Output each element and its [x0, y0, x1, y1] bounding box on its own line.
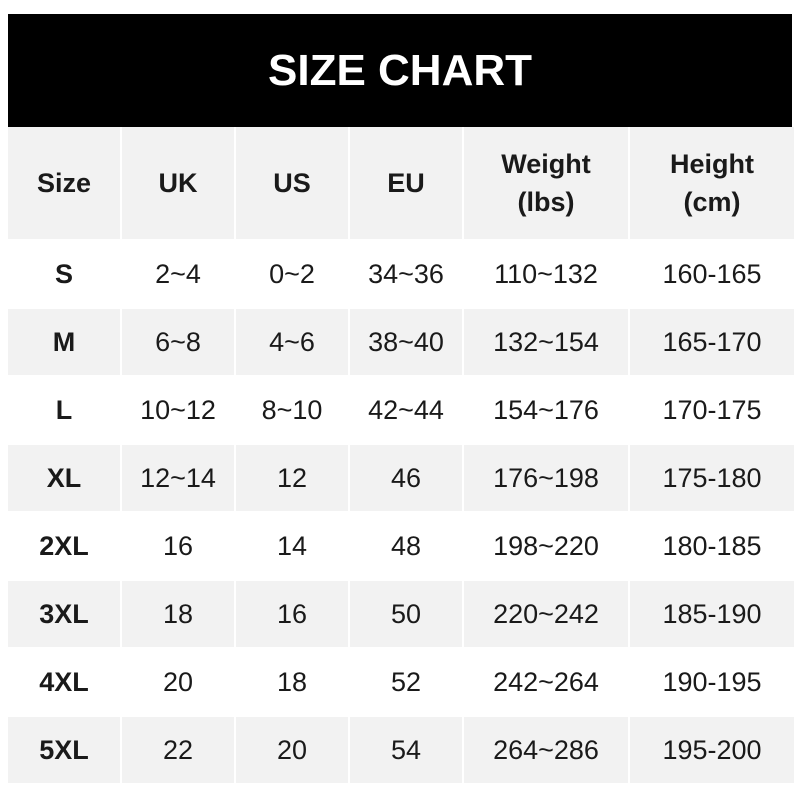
table-cell: 18: [236, 647, 348, 715]
table-cell: 54: [350, 715, 462, 783]
table-cell: 34~36: [350, 239, 462, 307]
column-header: EU: [350, 127, 462, 239]
table-cell: 16: [236, 579, 348, 647]
header-row: Size UK US EU Weight (lbs) Height (cm): [8, 127, 794, 239]
table-cell: 154~176: [464, 375, 628, 443]
table-row: L 10~12 8~10 42~44 154~176 170-175: [8, 375, 794, 443]
table-cell: 46: [350, 443, 462, 511]
table-row: 3XL 18 16 50 220~242 185-190: [8, 579, 794, 647]
table-cell: 198~220: [464, 511, 628, 579]
size-label: 4XL: [8, 647, 120, 715]
table-cell: 170-175: [630, 375, 794, 443]
column-header: Size: [8, 127, 120, 239]
table-cell: 4~6: [236, 307, 348, 375]
column-header: Height (cm): [630, 127, 794, 239]
table-cell: 50: [350, 579, 462, 647]
table-row: M 6~8 4~6 38~40 132~154 165-170: [8, 307, 794, 375]
size-label: 3XL: [8, 579, 120, 647]
table-row: 4XL 20 18 52 242~264 190-195: [8, 647, 794, 715]
column-header: Weight (lbs): [464, 127, 628, 239]
table-cell: 190-195: [630, 647, 794, 715]
table-cell: 242~264: [464, 647, 628, 715]
table-cell: 176~198: [464, 443, 628, 511]
table-cell: 8~10: [236, 375, 348, 443]
table-cell: 42~44: [350, 375, 462, 443]
table-cell: 185-190: [630, 579, 794, 647]
table-cell: 10~12: [122, 375, 234, 443]
table-cell: 195-200: [630, 715, 794, 783]
table-cell: 264~286: [464, 715, 628, 783]
column-header: UK: [122, 127, 234, 239]
table-cell: 48: [350, 511, 462, 579]
size-label: M: [8, 307, 120, 375]
table-cell: 18: [122, 579, 234, 647]
table-cell: 180-185: [630, 511, 794, 579]
size-table: Size UK US EU Weight (lbs) Height (cm) S 2~4 0~…: [6, 127, 796, 783]
table-cell: 16: [122, 511, 234, 579]
table-cell: 110~132: [464, 239, 628, 307]
size-chart: SIZE CHART Size UK US EU Weight (lbs) Height …: [8, 14, 794, 783]
table-cell: 0~2: [236, 239, 348, 307]
table-cell: 12: [236, 443, 348, 511]
size-label: 2XL: [8, 511, 120, 579]
table-row: S 2~4 0~2 34~36 110~132 160-165: [8, 239, 794, 307]
size-label: XL: [8, 443, 120, 511]
table-row: XL 12~14 12 46 176~198 175-180: [8, 443, 794, 511]
size-label: L: [8, 375, 120, 443]
table-cell: 20: [236, 715, 348, 783]
table-cell: 20: [122, 647, 234, 715]
table-cell: 14: [236, 511, 348, 579]
table-row: 5XL 22 20 54 264~286 195-200: [8, 715, 794, 783]
table-cell: 12~14: [122, 443, 234, 511]
table-cell: 52: [350, 647, 462, 715]
table-cell: 38~40: [350, 307, 462, 375]
table-row: 2XL 16 14 48 198~220 180-185: [8, 511, 794, 579]
size-label: 5XL: [8, 715, 120, 783]
table-cell: 6~8: [122, 307, 234, 375]
size-label: S: [8, 239, 120, 307]
table-cell: 160-165: [630, 239, 794, 307]
table-cell: 165-170: [630, 307, 794, 375]
table-cell: 22: [122, 715, 234, 783]
column-header: US: [236, 127, 348, 239]
chart-title: SIZE CHART: [8, 14, 792, 127]
table-cell: 175-180: [630, 443, 794, 511]
table-cell: 220~242: [464, 579, 628, 647]
table-cell: 2~4: [122, 239, 234, 307]
table-cell: 132~154: [464, 307, 628, 375]
